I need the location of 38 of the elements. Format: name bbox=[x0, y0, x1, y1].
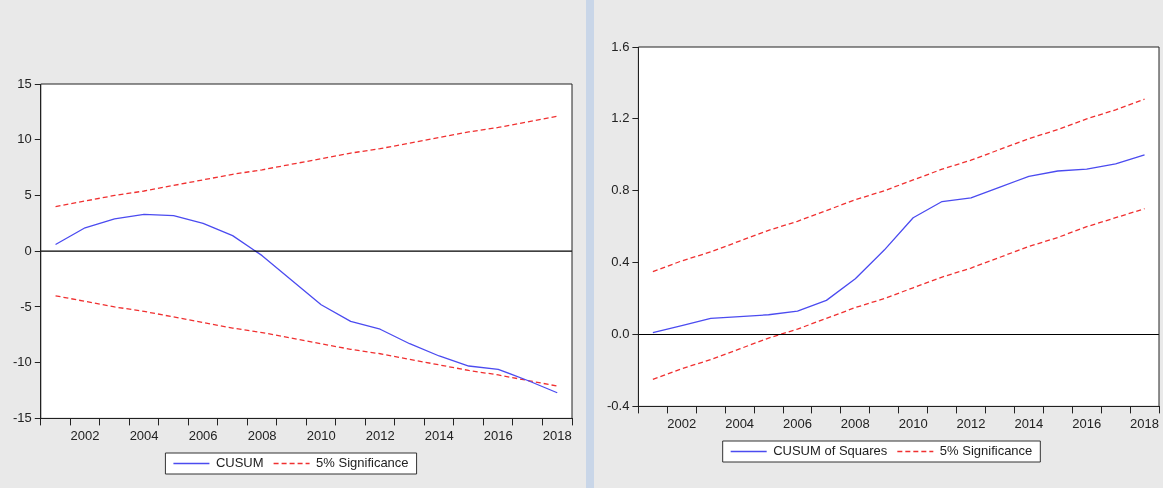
y-tick-label: 0 bbox=[24, 242, 32, 258]
x-tick-label: 2010 bbox=[306, 427, 336, 443]
x-tick-label: 2004 bbox=[129, 427, 159, 443]
x-tick-label: 2018 bbox=[1130, 415, 1159, 431]
line-series bbox=[652, 98, 1146, 273]
y-tick-label: 0.8 bbox=[611, 182, 630, 198]
x-tick-label: 2004 bbox=[725, 415, 755, 431]
y-tick-label: -10 bbox=[12, 354, 32, 370]
legend-label: CUSUM bbox=[215, 455, 264, 471]
x-tick-label: 2008 bbox=[840, 415, 870, 431]
y-tick-label: -15 bbox=[12, 409, 32, 425]
y-tick-label: -5 bbox=[20, 298, 32, 314]
legend-label: CUSUM of Squares bbox=[773, 443, 888, 459]
y-tick-label: 10 bbox=[17, 131, 32, 147]
y-tick-label: 1.6 bbox=[611, 38, 630, 54]
y-tick-label: 1.2 bbox=[611, 110, 630, 126]
x-tick-label: 2010 bbox=[898, 415, 928, 431]
x-tick-label: 2016 bbox=[1072, 415, 1102, 431]
y-tick-label: 0.4 bbox=[611, 254, 630, 270]
y-tick-label: -0.4 bbox=[606, 397, 630, 413]
x-tick-label: 2014 bbox=[1014, 415, 1044, 431]
x-tick-label: 2006 bbox=[783, 415, 812, 431]
x-tick-label: 2006 bbox=[188, 427, 218, 443]
x-tick-label: 2016 bbox=[483, 427, 513, 443]
legend-label: 5% Significance bbox=[939, 443, 1033, 459]
line-series bbox=[54, 295, 558, 387]
y-tick-label: 0.0 bbox=[611, 326, 630, 342]
x-tick-label: 2008 bbox=[247, 427, 277, 443]
x-tick-label: 2012 bbox=[956, 415, 986, 431]
y-tick-label: 15 bbox=[17, 75, 32, 91]
x-tick-label: 2018 bbox=[542, 427, 572, 443]
x-tick-label: 2002 bbox=[667, 415, 697, 431]
line-series bbox=[54, 115, 558, 208]
x-tick-label: 2014 bbox=[424, 427, 454, 443]
x-tick-label: 2012 bbox=[365, 427, 395, 443]
legend-label: 5% Significance bbox=[316, 455, 409, 471]
y-tick-label: 5 bbox=[24, 187, 32, 203]
x-tick-label: 2002 bbox=[70, 427, 100, 443]
